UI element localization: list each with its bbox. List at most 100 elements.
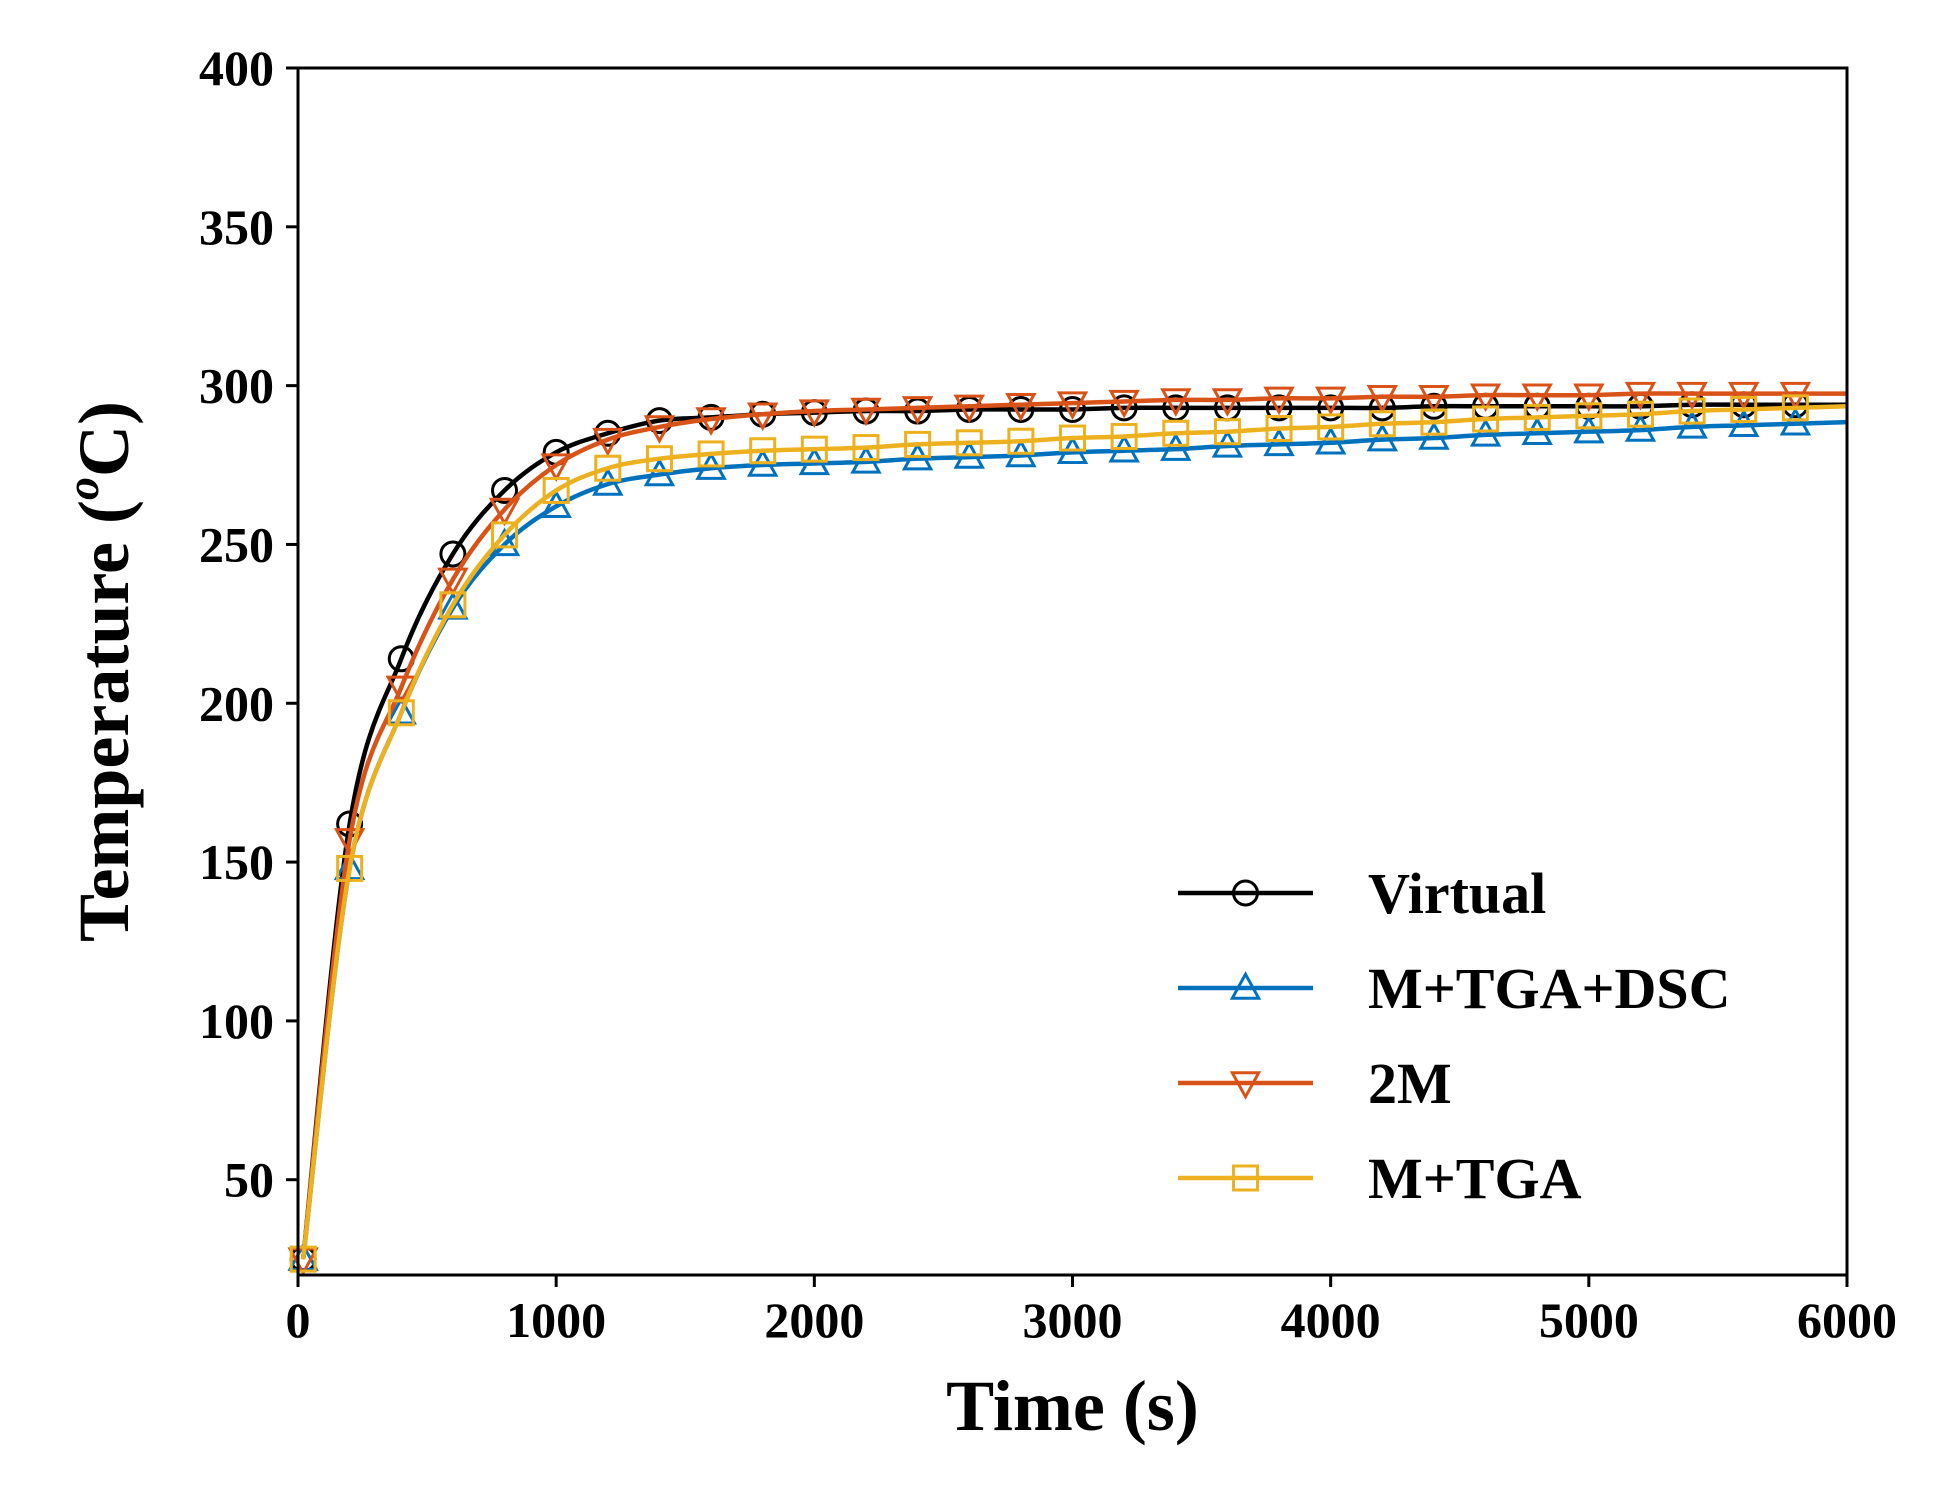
- data-point-triangle-down: [798, 399, 831, 428]
- y-axis-title-unit: C): [64, 401, 144, 477]
- data-point-square: [1678, 397, 1706, 425]
- data-point-square: [1007, 427, 1035, 455]
- data-point-circle: [1265, 394, 1293, 422]
- data-point-triangle-down: [1727, 381, 1760, 411]
- data-point-square: [289, 1245, 317, 1273]
- series-m-tga: [289, 394, 1848, 1273]
- y-axis: 50 100 150 200 250 300 350 400: [199, 40, 298, 1208]
- data-point-square: [1781, 394, 1809, 422]
- data-point-square: [542, 476, 570, 504]
- data-point-triangle-down: [592, 427, 624, 457]
- data-point-triangle-down: [1676, 381, 1708, 411]
- y-tick-label: 150: [199, 834, 274, 890]
- x-tick-label: 6000: [1797, 1292, 1897, 1348]
- data-point-circle: [1232, 879, 1259, 907]
- data-point-square: [697, 440, 725, 468]
- legend: Virtual M+TGA+DSC 2M M+TGA: [1178, 861, 1731, 1211]
- data-point-triangle-down: [695, 407, 727, 436]
- data-point-triangle-down: [1573, 383, 1605, 413]
- data-point-square: [1162, 419, 1190, 447]
- x-tick-label: 1000: [506, 1292, 606, 1348]
- data-point-triangle-up: [1624, 413, 1657, 442]
- data-point-triangle-down: [1314, 386, 1347, 416]
- legend-entry: M+TGA+DSC: [1178, 956, 1731, 1021]
- legend-label: M+TGA: [1368, 1146, 1582, 1211]
- y-axis-title-superscript: o: [57, 477, 108, 500]
- data-point-square: [800, 435, 828, 463]
- data-point-triangle-down: [953, 394, 985, 424]
- x-tick-label: 0: [286, 1292, 311, 1348]
- data-point-triangle-down: [1418, 385, 1450, 414]
- data-point-square: [1626, 400, 1654, 428]
- y-tick-label: 250: [199, 516, 274, 572]
- series-m-tga-dsc: [287, 406, 1848, 1271]
- data-point-triangle-down: [1263, 386, 1295, 416]
- data-point-triangle-down: [1469, 383, 1502, 413]
- data-point-circle: [491, 476, 519, 504]
- x-tick-label: 4000: [1281, 1292, 1381, 1348]
- data-point-triangle-down: [1160, 388, 1192, 417]
- series-line: [300, 402, 1847, 1260]
- data-point-triangle-down: [488, 497, 521, 527]
- data-point-circle: [439, 540, 467, 568]
- series-line: [300, 419, 1848, 1260]
- data-point-square: [904, 430, 932, 458]
- data-point-square: [439, 591, 467, 619]
- data-point-triangle-down: [1056, 391, 1089, 421]
- data-point-triangle-up: [1779, 406, 1812, 436]
- data-point-square: [387, 699, 415, 727]
- y-tick-label: 300: [199, 358, 274, 414]
- legend-entry: Virtual: [1178, 861, 1546, 926]
- data-point-triangle-down: [746, 402, 779, 432]
- data-point-triangle-up: [540, 489, 572, 519]
- data-point-triangle-up: [1229, 971, 1262, 1000]
- data-point-triangle-up: [1676, 410, 1708, 439]
- legend-entry: M+TGA: [1178, 1146, 1582, 1211]
- data-point-triangle-down: [643, 415, 676, 444]
- data-point-triangle-down: [1211, 388, 1244, 417]
- data-point-square: [1472, 405, 1500, 433]
- data-point-circle: [1317, 394, 1345, 422]
- data-point-triangle-up: [1160, 432, 1192, 461]
- data-point-square: [1265, 415, 1293, 443]
- data-point-square: [1232, 1164, 1259, 1192]
- data-point-circle: [1420, 392, 1448, 420]
- plot-area: [287, 381, 1848, 1277]
- data-point-triangle-up: [1573, 414, 1605, 444]
- x-tick-label: 5000: [1539, 1292, 1639, 1348]
- y-tick-label: 50: [224, 1152, 274, 1208]
- data-point-square: [1059, 424, 1086, 452]
- legend-label: 2M: [1368, 1051, 1452, 1116]
- data-point-triangle-up: [1727, 408, 1760, 438]
- x-tick-label: 3000: [1023, 1292, 1123, 1348]
- data-point-triangle-up: [592, 467, 624, 496]
- data-point-square: [645, 445, 673, 473]
- data-point-triangle-down: [1366, 385, 1399, 414]
- axes-frame: [296, 66, 1849, 1277]
- data-point-triangle-down: [385, 675, 418, 705]
- data-point-triangle-down: [540, 453, 572, 482]
- data-point-square: [852, 434, 880, 462]
- data-point-square: [749, 437, 777, 465]
- data-point-square: [491, 521, 519, 549]
- y-axis-title: Temperature (oC): [57, 401, 144, 942]
- y-tick-label: 400: [199, 40, 274, 96]
- data-point-triangle-down: [1521, 383, 1553, 413]
- x-axis: 0 1000 2000 3000 4000 5000 6000: [286, 1275, 1897, 1348]
- data-point-triangle-up: [643, 457, 676, 487]
- legend-label: M+TGA+DSC: [1368, 956, 1731, 1021]
- data-point-triangle-up: [385, 695, 418, 725]
- data-point-triangle-down: [1005, 392, 1037, 422]
- data-point-square: [1523, 403, 1551, 431]
- legend-entry: 2M: [1178, 1051, 1452, 1116]
- y-tick-label: 350: [199, 199, 274, 255]
- data-point-triangle-up: [1418, 421, 1450, 450]
- data-point-square: [336, 854, 364, 882]
- data-point-triangle-down: [1624, 381, 1657, 411]
- data-point-square: [1575, 402, 1603, 430]
- data-point-square: [1368, 410, 1396, 438]
- data-point-triangle-down: [901, 396, 934, 425]
- x-tick-label: 2000: [764, 1292, 864, 1348]
- data-point-triangle-up: [1469, 417, 1502, 447]
